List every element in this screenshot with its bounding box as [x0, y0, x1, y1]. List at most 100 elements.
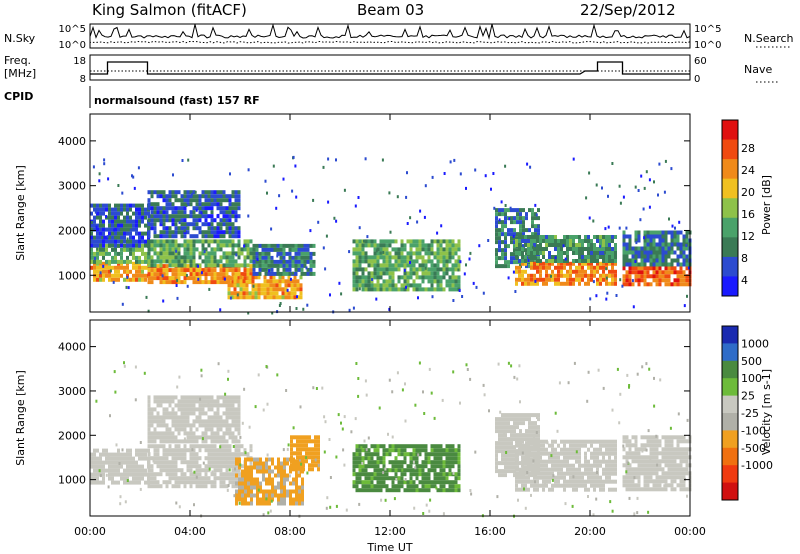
power-echo-cell: [90, 203, 93, 208]
velocity-echo-cell: [219, 435, 223, 440]
power-echo-cell: [649, 238, 653, 243]
velocity-echo-cell: [216, 419, 220, 424]
power-speckle-cell: [635, 241, 638, 245]
velocity-echo-cell: [584, 451, 587, 456]
velocity-echo-cell: [292, 461, 295, 466]
velocity-echo-cell: [265, 493, 268, 498]
power-echo-cell: [682, 270, 686, 275]
power-echo-cell: [530, 251, 533, 255]
velocity-echo-cell: [93, 472, 96, 477]
velocity-echo-cell: [150, 476, 154, 481]
velocity-echo-cell: [513, 413, 516, 418]
velocity-echo-cell: [649, 487, 653, 492]
velocity-echo-cell: [409, 464, 413, 469]
velocity-echo-cell: [385, 488, 389, 493]
velocity-echo-cell: [569, 467, 572, 472]
power-echo-cell: [534, 228, 537, 233]
power-echo-cell: [204, 251, 208, 256]
power-echo-cell: [563, 273, 566, 278]
power-echo-cell: [439, 283, 443, 288]
power-echo-cell: [248, 279, 252, 284]
velocity-echo-cell: [198, 423, 202, 428]
power-speckle-cell: [396, 195, 399, 199]
power-echo-cell: [192, 268, 196, 273]
velocity-echo-cell: [430, 452, 434, 457]
velocity-echo-cell: [219, 423, 223, 428]
power-echo-cell: [225, 198, 229, 203]
power-echo-cell: [156, 214, 160, 219]
power-echo-cell: [243, 259, 247, 264]
power-echo-cell: [198, 198, 202, 203]
power-echo-cell: [108, 231, 111, 236]
velocity-echo-cell: [96, 476, 99, 481]
velocity-echo-cell: [317, 443, 320, 448]
power-echo-cell: [504, 260, 507, 265]
power-echo-cell: [102, 243, 105, 248]
power-echo-cell: [222, 272, 226, 277]
power-colorbar-tick: 24: [741, 164, 755, 177]
power-echo-cell: [245, 291, 249, 296]
velocity-echo-cell: [421, 468, 425, 473]
velocity-echo-cell: [198, 399, 202, 404]
power-speckle-cell: [191, 192, 194, 196]
velocity-echo-cell: [628, 467, 632, 472]
power-echo-cell: [216, 206, 220, 211]
power-echo-cell: [96, 251, 99, 256]
velocity-echo-cell: [560, 459, 563, 464]
power-echo-cell: [186, 198, 190, 203]
power-echo-cell: [249, 259, 253, 264]
velocity-echo-cell: [572, 439, 575, 444]
velocity-echo-cell: [507, 445, 510, 450]
power-echo-cell: [234, 226, 238, 231]
power-echo-cell: [358, 251, 362, 256]
velocity-echo-cell: [667, 459, 671, 464]
power-echo-cell: [234, 194, 238, 199]
power-echo-cell: [237, 243, 241, 248]
velocity-echo-cell: [174, 468, 178, 473]
velocity-echo-cell: [195, 444, 199, 449]
power-echo-cell: [373, 287, 377, 292]
power-echo-cell: [611, 269, 614, 274]
power-echo-cell: [267, 259, 271, 264]
power-speckle-cell: [202, 247, 205, 251]
power-echo-cell: [117, 223, 120, 228]
power-echo-cell: [522, 220, 525, 225]
power-echo-cell: [144, 277, 147, 282]
velocity-echo-cell: [180, 480, 184, 485]
power-echo-cell: [225, 272, 229, 277]
power-echo-cell: [566, 255, 569, 259]
power-echo-cell: [186, 247, 190, 252]
velocity-echo-cell: [433, 456, 437, 461]
velocity-echo-cell: [649, 479, 653, 484]
power-echo-cell: [135, 243, 138, 248]
velocity-echo-cell: [237, 395, 241, 400]
velocity-echo-cell: [676, 443, 680, 448]
velocity-echo-cell: [415, 472, 419, 477]
power-echo-cell: [165, 247, 169, 252]
power-echo-cell: [664, 262, 668, 267]
power-echo-cell: [258, 267, 262, 272]
velocity-echo-cell: [525, 465, 528, 470]
velocity-echo-cell: [153, 439, 157, 444]
power-echo-cell: [667, 242, 671, 247]
power-echo-cell: [439, 287, 443, 292]
power-echo-cell: [230, 295, 234, 300]
velocity-echo-cell: [355, 476, 359, 481]
power-echo-cell: [272, 287, 276, 292]
power-echo-cell: [171, 210, 175, 215]
velocity-echo-cell: [439, 456, 443, 461]
velocity-echo-cell: [268, 497, 271, 502]
power-echo-cell: [412, 263, 416, 268]
velocity-echo-cell: [280, 501, 283, 506]
power-echo-cell: [646, 282, 650, 287]
power-echo-cell: [231, 226, 235, 231]
velocity-echo-cell: [216, 452, 220, 457]
velocity-echo-cell: [311, 455, 314, 460]
power-echo-cell: [676, 254, 680, 259]
velocity-echo-cell: [664, 447, 668, 452]
velocity-echo-cell: [150, 456, 154, 461]
power-speckle-cell: [295, 307, 298, 310]
velocity-echo-cell: [652, 483, 656, 488]
power-echo-cell: [216, 222, 220, 227]
power-echo-cell: [219, 218, 223, 223]
